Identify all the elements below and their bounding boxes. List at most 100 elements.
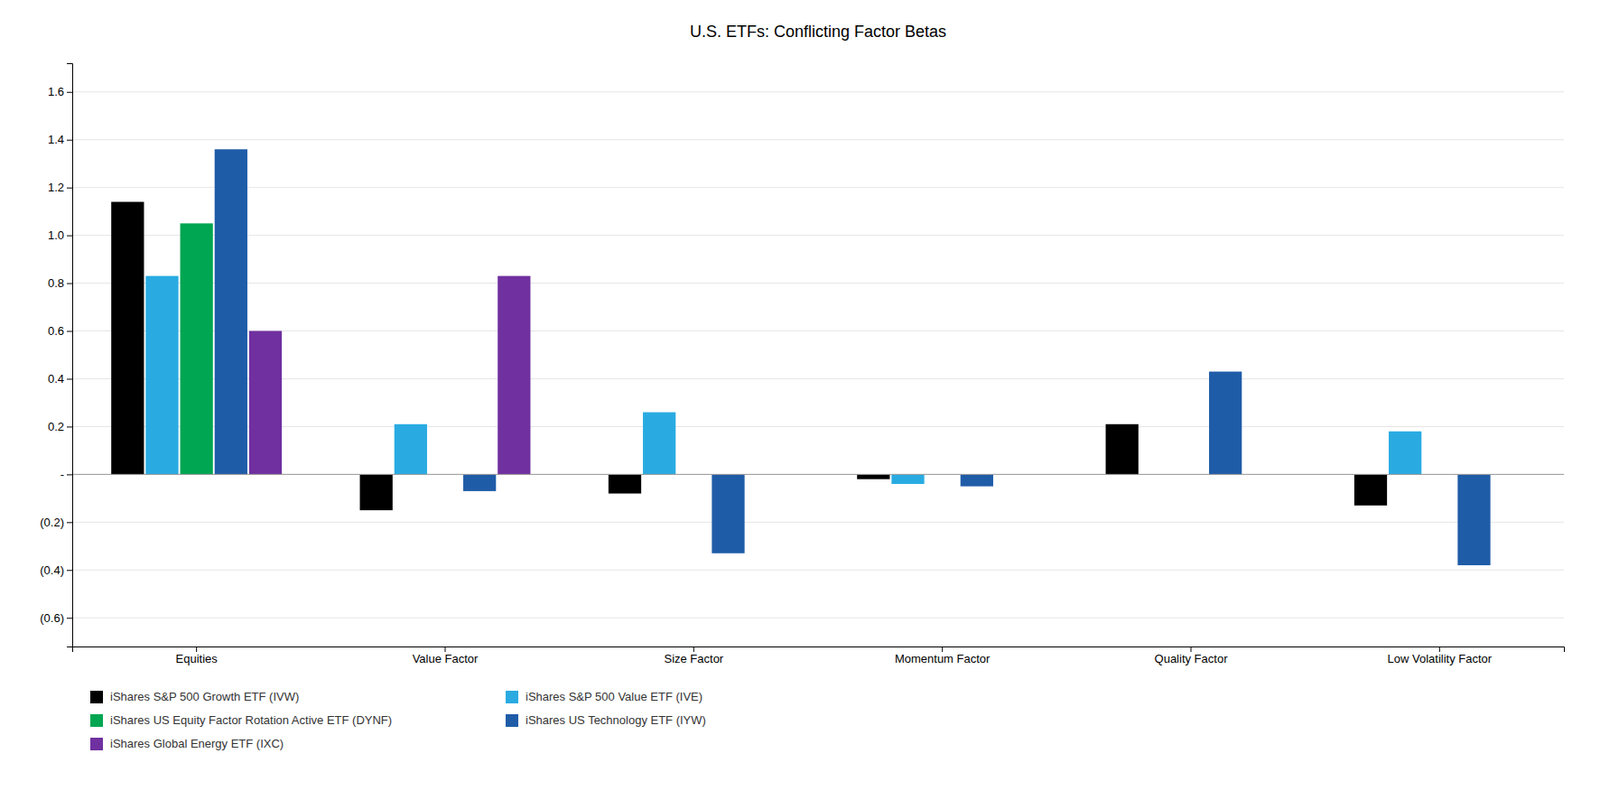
- grid-line: [72, 569, 1564, 571]
- y-tick-label: (0.6): [39, 611, 65, 625]
- legend-swatch: [505, 690, 519, 704]
- bar: [1209, 372, 1242, 475]
- y-tick: -: [60, 467, 73, 482]
- y-tick-mark: [66, 92, 73, 94]
- x-tick-mark: [941, 646, 943, 652]
- bar: [856, 474, 890, 479]
- bar: [214, 148, 248, 475]
- y-tick: 0.2: [47, 419, 73, 434]
- legend-label: iShares US Equity Factor Rotation Active…: [110, 713, 392, 727]
- y-tick-mark: [66, 331, 73, 333]
- y-axis: (0.6) (0.4) (0.2) - 0.2 0.4 0.6 0.8 1.0 1.2 1.4 1.6: [39, 64, 73, 648]
- bar: [608, 474, 642, 494]
- bar: [249, 331, 282, 475]
- y-tick-mark: [66, 235, 73, 237]
- grid-line: [72, 521, 1564, 523]
- bar: [1106, 424, 1139, 475]
- y-tick-label: 0.8: [47, 276, 65, 290]
- legend: iShares S&P 500 Growth ETF (IVW) iShares …: [90, 689, 707, 751]
- x-tick-mark: [1439, 646, 1441, 652]
- x-tick-label: Value Factor: [412, 651, 479, 666]
- y-tick-label: (0.2): [39, 515, 65, 530]
- x-tick-label: Momentum Factor: [894, 651, 991, 666]
- y-tick: 0.4: [47, 372, 73, 386]
- bar: [497, 276, 531, 475]
- grid-line: [72, 330, 1564, 332]
- legend-item: iShares S&P 500 Value ETF (IVE): [505, 689, 703, 704]
- legend-swatch: [90, 690, 103, 704]
- bar: [111, 202, 144, 475]
- x-tick: Quality Factor: [1154, 646, 1229, 666]
- x-tick: Low Volatility Factor: [1387, 646, 1493, 666]
- bar: [180, 223, 214, 475]
- y-tick-mark: [66, 187, 73, 189]
- x-tick: Equities: [176, 646, 219, 666]
- y-tick-mark: [66, 569, 73, 571]
- grid: [72, 92, 1564, 618]
- y-tick: 0.8: [47, 276, 73, 290]
- bar: [960, 474, 994, 486]
- plot: (0.6) (0.4) (0.2) - 0.2 0.4 0.6 0.8 1.0 1.2 1.4 1.6…: [39, 64, 1564, 667]
- y-tick: 1.0: [47, 228, 73, 242]
- grid-line: [72, 282, 1564, 284]
- zero-line: [72, 474, 1564, 475]
- y-tick-mark: [66, 474, 73, 475]
- y-tick: (0.4): [39, 563, 73, 577]
- x-tick-mark: [693, 646, 695, 652]
- y-tick: 1.2: [47, 180, 73, 195]
- x-tick-label: Equities: [176, 651, 219, 666]
- y-tick: 1.4: [47, 132, 73, 147]
- legend-swatch: [90, 737, 103, 751]
- y-tick-label: 1.6: [47, 84, 65, 99]
- y-tick-label: 1.4: [47, 132, 65, 147]
- bars: [111, 148, 1490, 566]
- legend-label: iShares Global Energy ETF (IXC): [110, 736, 284, 751]
- x-tick-label: Size Factor: [663, 651, 724, 666]
- title: U.S. ETFs: Conflicting Factor Betas: [689, 22, 947, 41]
- x-tick-mark: [1190, 646, 1192, 652]
- y-tick: 0.6: [47, 324, 73, 338]
- grid-line: [72, 91, 1564, 93]
- y-tick: (0.6): [39, 611, 73, 625]
- y-tick-label: -: [60, 467, 65, 482]
- bar: [463, 474, 496, 492]
- y-tick: (0.2): [39, 515, 73, 530]
- legend-swatch: [90, 714, 103, 727]
- y-axis-line: [66, 64, 74, 648]
- bar: [145, 276, 178, 475]
- y-tick-mark: [66, 378, 73, 380]
- y-tick-label: 1.0: [47, 228, 65, 242]
- x-axis-line: [73, 647, 1565, 653]
- y-tick-mark: [66, 617, 73, 619]
- x-tick: Momentum Factor: [894, 646, 991, 666]
- grid-line: [72, 617, 1564, 619]
- x-tick-label: Quality Factor: [1154, 651, 1229, 666]
- bar: [891, 474, 924, 484]
- bar: [360, 474, 393, 511]
- x-tick-mark: [195, 646, 197, 652]
- y-tick-label: 0.2: [47, 419, 65, 434]
- y-tick-label: (0.4): [39, 563, 65, 577]
- x-tick-label: Low Volatility Factor: [1387, 651, 1493, 666]
- x-tick: Size Factor: [663, 646, 724, 666]
- grid-line: [72, 186, 1564, 188]
- y-tick-mark: [66, 139, 73, 141]
- y-tick-mark: [66, 521, 73, 523]
- legend-item: iShares US Technology ETF (IYW): [505, 713, 707, 727]
- legend-item: iShares Global Energy ETF (IXC): [90, 736, 284, 751]
- chart: (0.6) (0.4) (0.2) - 0.2 0.4 0.6 0.8 1.0 1.2 1.4 1.6…: [0, 0, 1600, 800]
- legend-item: iShares S&P 500 Growth ETF (IVW): [90, 689, 299, 704]
- grid-line: [72, 474, 1564, 475]
- bar: [711, 474, 745, 553]
- grid-line: [72, 139, 1564, 140]
- bar: [1388, 431, 1422, 475]
- x-tick-mark: [445, 646, 447, 652]
- bar: [642, 412, 676, 475]
- grid-line: [72, 426, 1564, 428]
- bar: [394, 424, 428, 475]
- y-tick-mark: [66, 283, 73, 285]
- legend-label: iShares S&P 500 Value ETF (IVE): [525, 689, 703, 704]
- grid-line: [72, 234, 1564, 236]
- y-tick-label: 0.6: [47, 324, 65, 338]
- grid-line: [72, 378, 1564, 380]
